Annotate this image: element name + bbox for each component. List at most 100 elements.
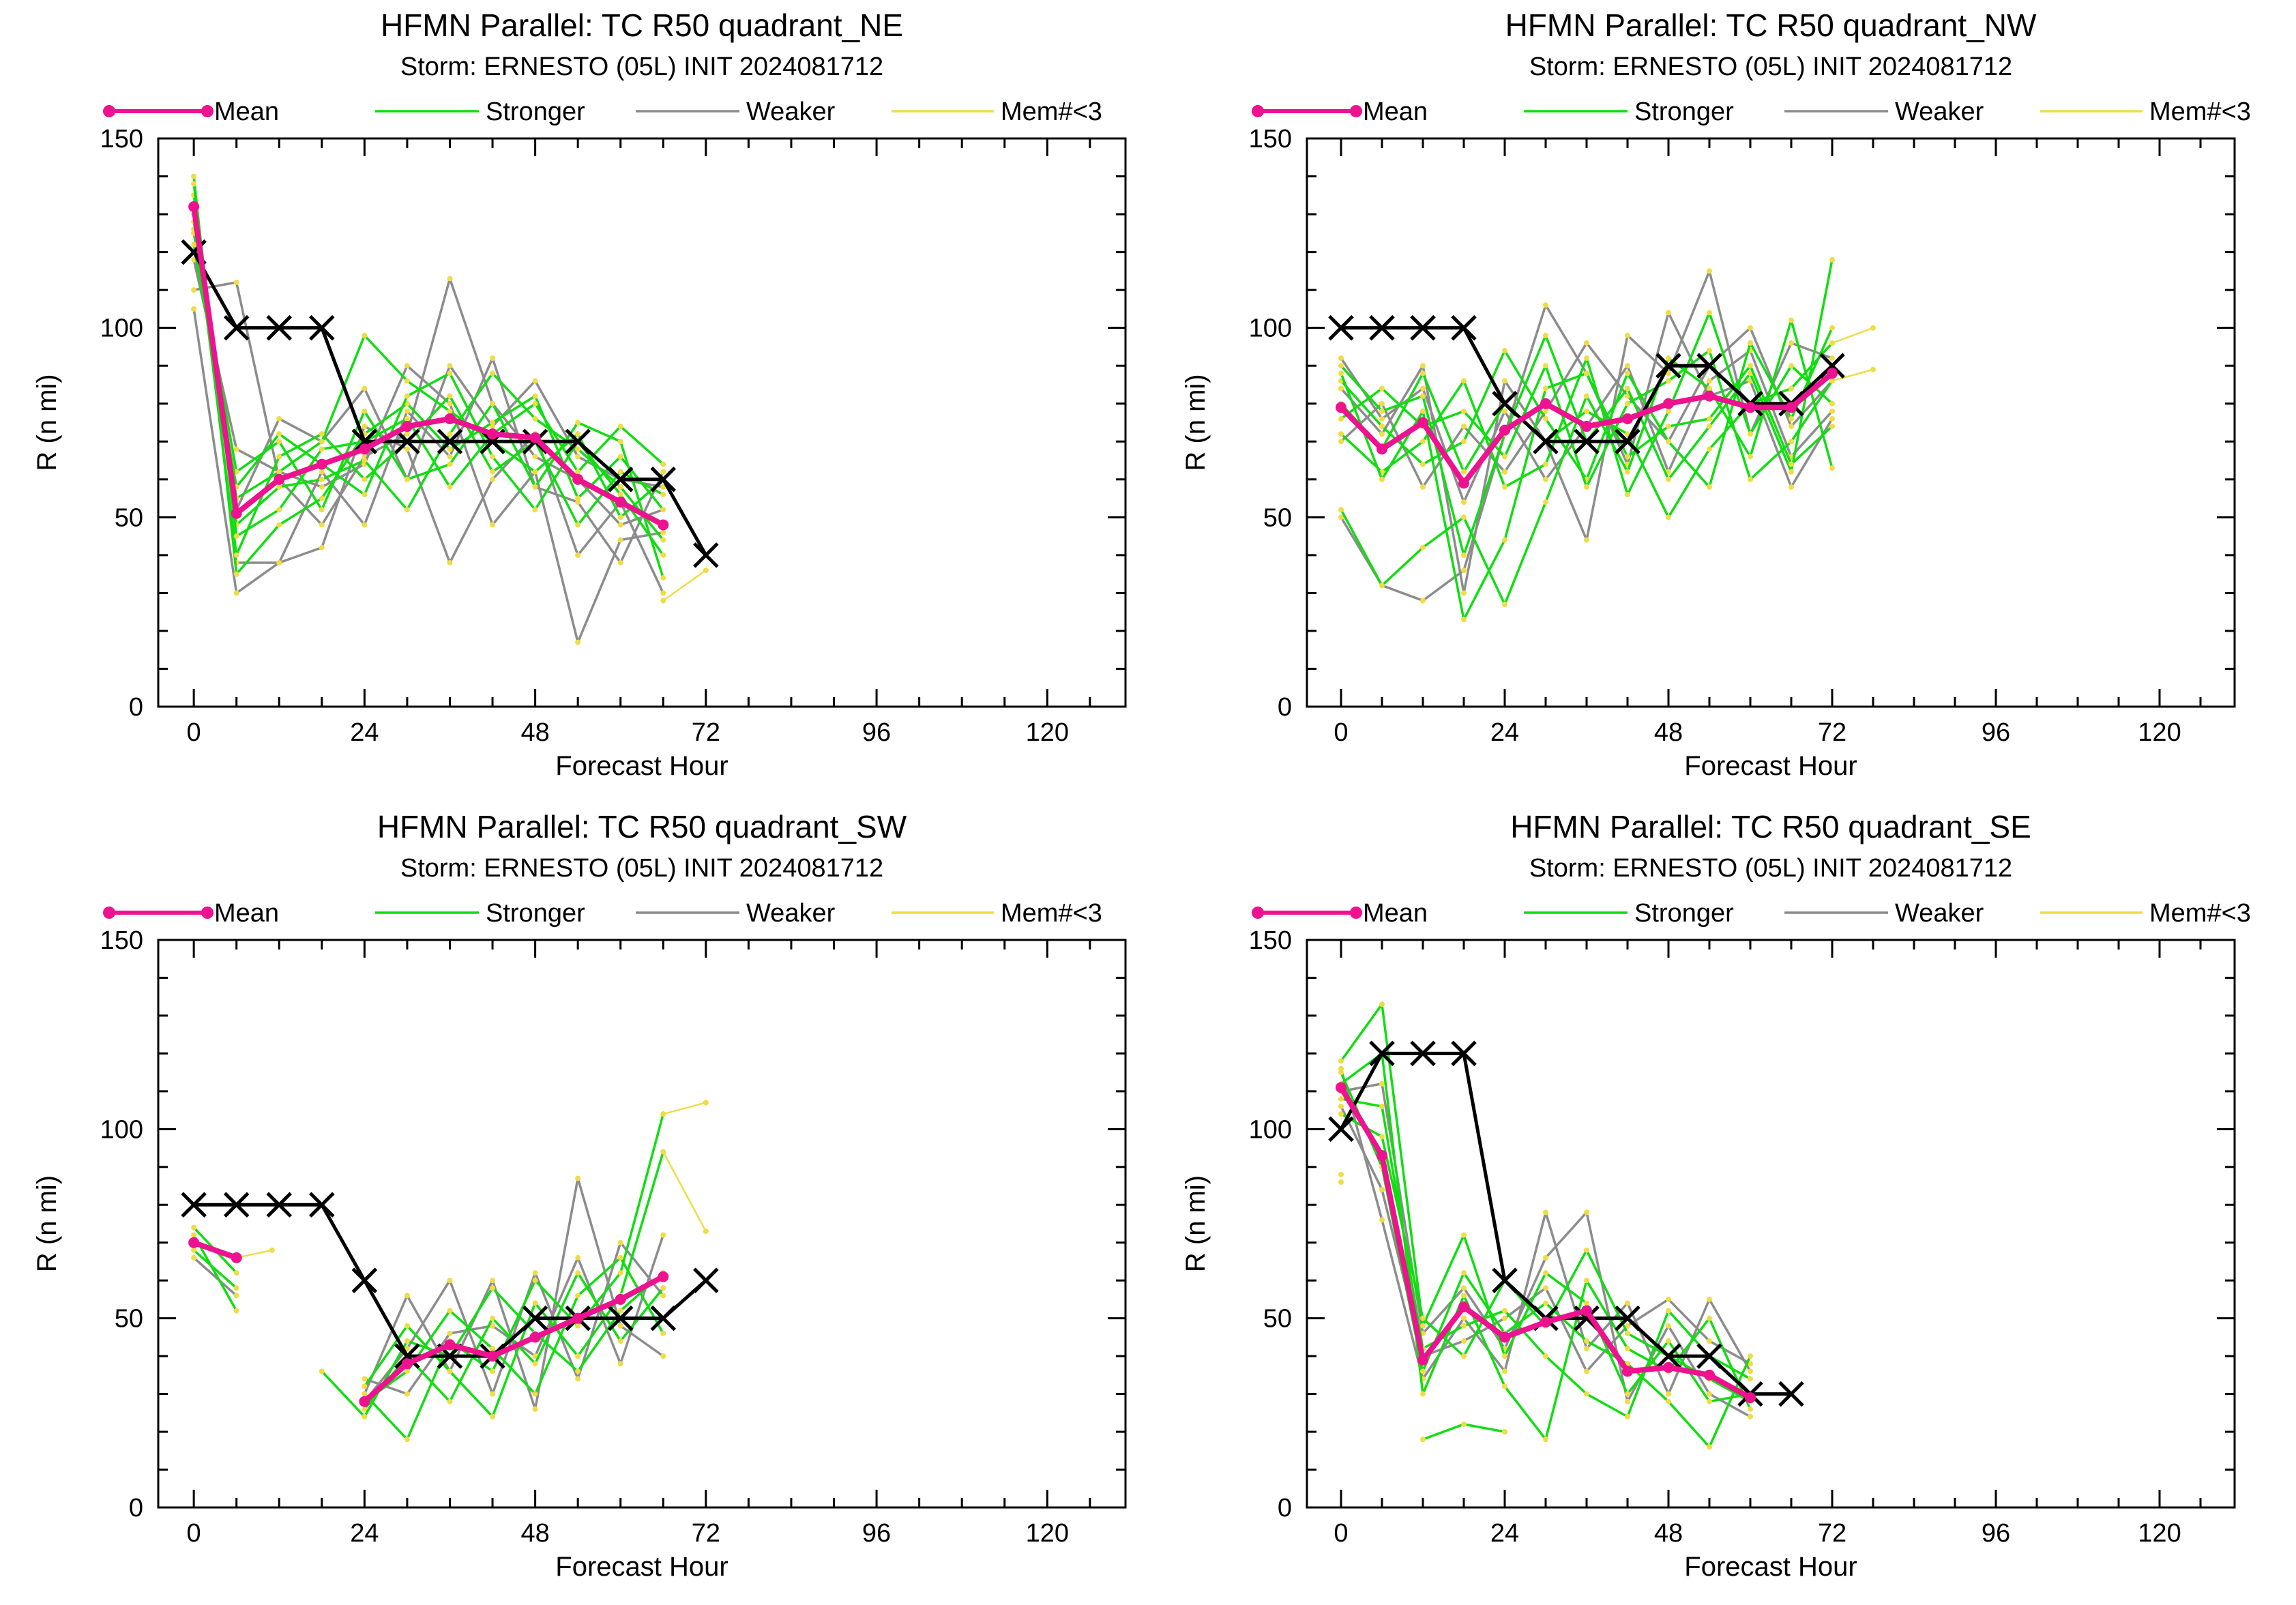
member-point xyxy=(1748,325,1753,331)
y-tick-label: 50 xyxy=(115,503,143,532)
best-track-marker xyxy=(351,1267,378,1293)
series-line-mean xyxy=(191,206,665,527)
member-point xyxy=(319,1368,325,1374)
legend-label-stronger: Stronger xyxy=(1634,98,1734,126)
member-point xyxy=(490,419,496,426)
mean-marker xyxy=(1827,368,1838,379)
best-track-marker xyxy=(650,467,677,492)
member-point xyxy=(1625,1391,1630,1397)
legend-label-weaker: Weaker xyxy=(1895,98,1984,126)
member-point xyxy=(362,458,368,464)
member-point xyxy=(1502,1429,1507,1435)
x-tick-label: 24 xyxy=(1490,718,1519,747)
mean-marker xyxy=(1458,477,1469,489)
mean-marker xyxy=(359,443,370,455)
x-tick-label: 72 xyxy=(1818,1519,1846,1548)
member-point xyxy=(1461,424,1467,430)
member-point xyxy=(1543,332,1548,338)
member-point xyxy=(1584,1338,1589,1344)
member-point xyxy=(1707,484,1712,490)
member-point xyxy=(1461,552,1467,558)
legend-label-mean: Mean xyxy=(214,98,279,126)
member-point xyxy=(1420,385,1426,392)
member-point xyxy=(660,492,666,498)
member-point xyxy=(1748,454,1753,460)
member-point xyxy=(447,1398,453,1404)
y-tick-label: 150 xyxy=(100,125,143,153)
y-tick-label: 100 xyxy=(1249,1115,1292,1144)
member-point xyxy=(575,1376,581,1382)
best-track-marker xyxy=(650,1305,677,1331)
member-point xyxy=(1461,469,1467,475)
member-point xyxy=(575,431,581,437)
member-point xyxy=(1379,476,1385,482)
member-point xyxy=(1666,370,1671,377)
member-point xyxy=(1666,1338,1671,1344)
member-point xyxy=(1666,424,1671,430)
mean-marker xyxy=(1663,1361,1674,1373)
member-point xyxy=(319,484,325,490)
member-point xyxy=(1584,1209,1589,1216)
member-point xyxy=(532,1353,538,1359)
member-point xyxy=(1461,568,1467,574)
legend-label-few_members: Mem#<3 xyxy=(1001,899,1102,928)
member-point xyxy=(276,454,282,460)
member-point xyxy=(319,544,325,550)
member-point xyxy=(1420,598,1426,604)
series-line-few_members xyxy=(662,1151,707,1232)
legend-marker-mean xyxy=(1252,907,1264,919)
best-track-marker xyxy=(522,1305,548,1331)
member-point xyxy=(276,415,282,422)
y-tick-label: 50 xyxy=(115,1305,143,1334)
member-point xyxy=(660,484,666,490)
member-point xyxy=(404,476,410,482)
member-point xyxy=(1789,484,1794,490)
mean-marker xyxy=(188,1237,200,1248)
member-point xyxy=(1338,514,1344,520)
member-point xyxy=(404,1293,410,1299)
member-point xyxy=(1707,1444,1712,1450)
legend-label-stronger: Stronger xyxy=(486,899,585,928)
mean-marker xyxy=(487,428,499,440)
member-point xyxy=(276,559,282,565)
member-point xyxy=(1789,415,1794,422)
member-point xyxy=(1584,393,1589,399)
x-tick-label: 0 xyxy=(1334,718,1348,747)
series-line-mean xyxy=(362,1274,665,1404)
member-point xyxy=(1543,385,1548,392)
member-point xyxy=(1338,1179,1344,1185)
member-point xyxy=(660,507,666,513)
legend-marker-mean xyxy=(201,907,214,919)
member-point xyxy=(660,1232,666,1238)
x-tick-label: 24 xyxy=(1490,1519,1519,1548)
member-point xyxy=(1666,1323,1671,1329)
series-line-stronger xyxy=(1340,319,1834,606)
member-point xyxy=(1707,1398,1712,1404)
member-point xyxy=(1748,1368,1753,1374)
member-point xyxy=(575,1293,581,1299)
member-point xyxy=(1707,1391,1712,1397)
member-point xyxy=(490,1346,496,1352)
plot-frame xyxy=(157,939,1127,1509)
member-point xyxy=(617,1270,623,1276)
mean-marker xyxy=(444,1339,456,1351)
x-tick-label: 0 xyxy=(187,1519,201,1548)
member-point xyxy=(191,1247,197,1253)
x-tick-label: 96 xyxy=(1982,1519,2010,1548)
mean-marker xyxy=(1581,1305,1592,1316)
best-track-marker xyxy=(1451,1040,1477,1067)
mean-marker xyxy=(401,1358,413,1370)
series-line-few_members xyxy=(662,570,707,602)
member-point xyxy=(1461,1285,1467,1291)
member-point xyxy=(1502,347,1507,353)
member-point xyxy=(1707,1296,1712,1302)
member-point xyxy=(490,1315,496,1321)
legend-label-mean: Mean xyxy=(1363,899,1428,928)
mean-marker xyxy=(1581,421,1592,432)
member-point xyxy=(1420,370,1426,377)
best-track-marker xyxy=(223,314,250,341)
member-point xyxy=(1543,1300,1548,1306)
best-track-marker xyxy=(607,467,634,492)
member-point xyxy=(1829,325,1835,331)
member-point xyxy=(404,415,410,422)
